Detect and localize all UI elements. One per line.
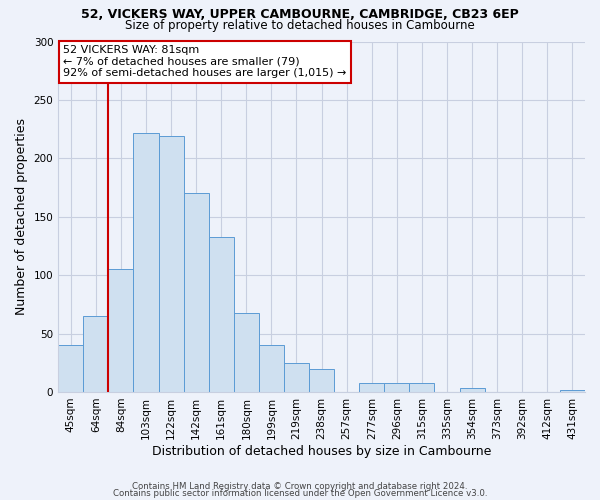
- Bar: [58, 345, 83, 392]
- Bar: [158, 136, 184, 392]
- Bar: [109, 270, 133, 392]
- Bar: [83, 316, 109, 392]
- Bar: [560, 390, 585, 392]
- Bar: [460, 388, 485, 392]
- X-axis label: Distribution of detached houses by size in Cambourne: Distribution of detached houses by size …: [152, 444, 491, 458]
- Bar: [133, 132, 158, 392]
- Bar: [309, 368, 334, 392]
- Text: Contains HM Land Registry data © Crown copyright and database right 2024.: Contains HM Land Registry data © Crown c…: [132, 482, 468, 491]
- Text: Contains public sector information licensed under the Open Government Licence v3: Contains public sector information licen…: [113, 489, 487, 498]
- Text: 52 VICKERS WAY: 81sqm
← 7% of detached houses are smaller (79)
92% of semi-detac: 52 VICKERS WAY: 81sqm ← 7% of detached h…: [64, 45, 347, 78]
- Bar: [359, 382, 385, 392]
- Bar: [259, 345, 284, 392]
- Bar: [184, 194, 209, 392]
- Bar: [209, 236, 234, 392]
- Bar: [409, 382, 434, 392]
- Text: Size of property relative to detached houses in Cambourne: Size of property relative to detached ho…: [125, 18, 475, 32]
- Text: 52, VICKERS WAY, UPPER CAMBOURNE, CAMBRIDGE, CB23 6EP: 52, VICKERS WAY, UPPER CAMBOURNE, CAMBRI…: [81, 8, 519, 20]
- Bar: [234, 312, 259, 392]
- Bar: [385, 382, 409, 392]
- Y-axis label: Number of detached properties: Number of detached properties: [15, 118, 28, 315]
- Bar: [284, 363, 309, 392]
